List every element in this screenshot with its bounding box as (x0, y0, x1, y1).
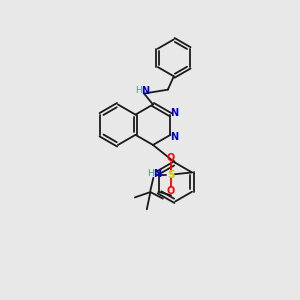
Text: S: S (167, 170, 174, 180)
Text: N: N (171, 132, 179, 142)
Text: N: N (153, 169, 161, 178)
Text: O: O (167, 153, 175, 163)
Text: O: O (167, 187, 175, 196)
Text: N: N (171, 108, 179, 118)
Text: H: H (135, 86, 142, 95)
Text: H: H (148, 169, 154, 178)
Text: N: N (142, 86, 150, 96)
